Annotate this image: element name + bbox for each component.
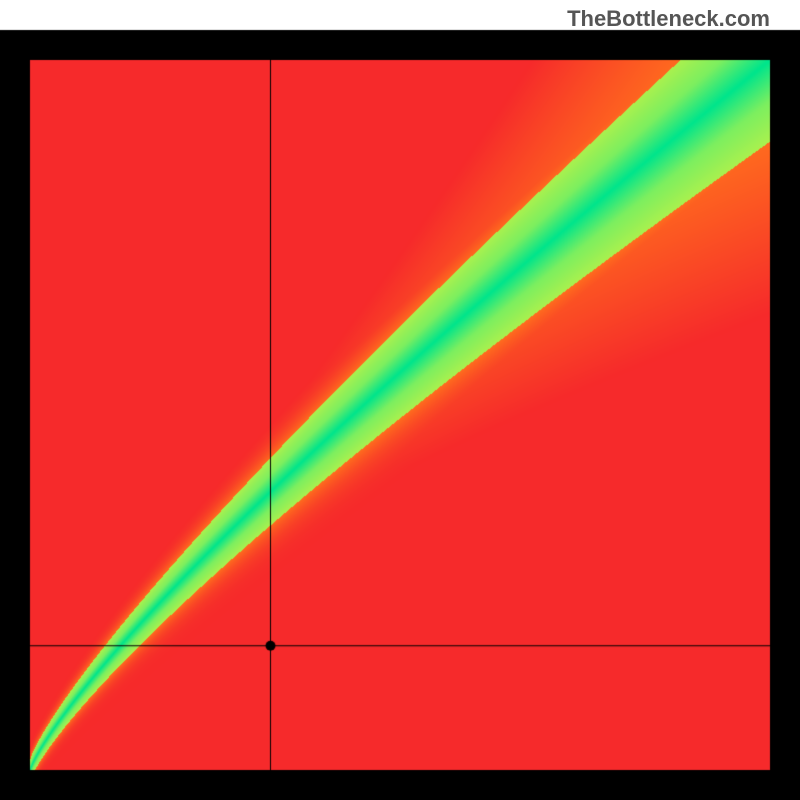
heatmap-canvas xyxy=(0,0,800,800)
chart-container: TheBottleneck.com xyxy=(0,0,800,800)
watermark-text: TheBottleneck.com xyxy=(567,6,770,32)
